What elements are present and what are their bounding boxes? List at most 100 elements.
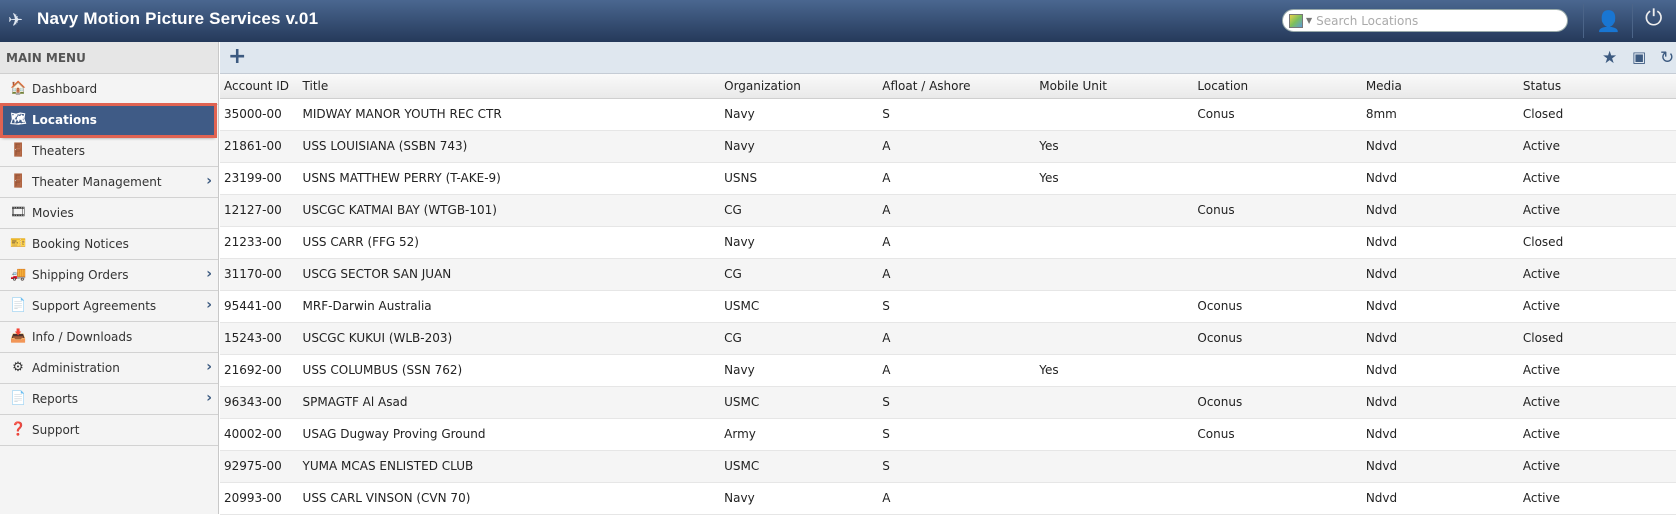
- table-row[interactable]: 21233-00 USS CARR (FFG 52) Navy A Ndvd Closed: [220, 226, 1676, 259]
- chevron-right-icon[interactable]: ›: [206, 359, 212, 375]
- table-cell: A: [878, 194, 1036, 227]
- table-cell: 40002-00: [220, 418, 299, 451]
- table-cell: 12127-00: [220, 194, 299, 227]
- table-row[interactable]: 40002-00 USAG Dugway Proving Ground Army S C…: [220, 418, 1676, 451]
- table-cell: Conus: [1193, 418, 1362, 451]
- search-box: ▼: [1282, 9, 1568, 32]
- column-header[interactable]: Organization: [720, 74, 879, 99]
- refresh-icon[interactable]: ↻: [1660, 48, 1675, 68]
- map-icon[interactable]: [1289, 13, 1303, 28]
- table-cell: USAG Dugway Proving Ground: [298, 418, 721, 451]
- table-cell: Active: [1518, 130, 1676, 163]
- column-header[interactable]: Afloat / Ashore: [878, 74, 1036, 99]
- table-cell: Active: [1518, 482, 1676, 515]
- download-document-icon: 📥: [10, 329, 27, 344]
- table-row[interactable]: 21861-00 USS LOUISIANA (SSBN 743) Navy A Yes…: [220, 130, 1676, 163]
- table-row[interactable]: 35000-00 MIDWAY MANOR YOUTH REC CTR Navy S C…: [220, 98, 1676, 131]
- add-icon[interactable]: +: [228, 44, 247, 69]
- table-cell: Ndvd: [1361, 162, 1519, 195]
- column-header[interactable]: Location: [1193, 74, 1362, 99]
- gear-icon: ⚙: [12, 360, 24, 375]
- table-row[interactable]: 20993-00 USS CARL VINSON (CVN 70) Navy A Ndv…: [220, 482, 1676, 515]
- sidebar-item-locations[interactable]: 🗺 Locations: [0, 103, 217, 138]
- table-cell: Yes: [1035, 354, 1194, 387]
- locations-table: Account ID Title Organization Afloat / Asho…: [220, 74, 1676, 515]
- sidebar-item-movies[interactable]: 🎞 Movies: [0, 198, 218, 229]
- sidebar-item-dashboard[interactable]: 🏠 Dashboard: [0, 74, 218, 105]
- user-icon[interactable]: 👤: [1596, 9, 1621, 33]
- table-cell: A: [878, 322, 1036, 355]
- sidebar-item-label: Reports: [32, 392, 79, 406]
- divider: [1632, 4, 1633, 38]
- power-icon[interactable]: ⏻: [1645, 6, 1663, 31]
- sidebar-item-shipping-orders[interactable]: 🚚 Shipping Orders ›: [0, 260, 218, 291]
- table-cell: Active: [1518, 386, 1676, 419]
- sidebar-item-administration[interactable]: ⚙ Administration ›: [0, 353, 218, 384]
- table-cell: Yes: [1035, 130, 1194, 163]
- table-cell: 21861-00: [220, 130, 299, 163]
- table-cell: Closed: [1518, 322, 1676, 355]
- table-row[interactable]: 92975-00 YUMA MCAS ENLISTED CLUB USMC S Ndvd…: [220, 450, 1676, 483]
- sidebar-item-support-agreements[interactable]: 📄 Support Agreements ›: [0, 291, 218, 322]
- table-cell: Conus: [1193, 194, 1362, 227]
- table-cell: Navy: [720, 98, 879, 131]
- table-cell: A: [878, 258, 1036, 291]
- sidebar-item-theaters[interactable]: 🚪 Theaters: [0, 136, 218, 167]
- table-row[interactable]: 31170-00 USCG SECTOR SAN JUAN CG A Ndvd Activ…: [220, 258, 1676, 291]
- table-cell: [1193, 258, 1362, 291]
- chevron-right-icon[interactable]: ›: [206, 390, 212, 406]
- star-icon[interactable]: ★: [1602, 48, 1618, 68]
- column-header[interactable]: Account ID: [220, 74, 299, 99]
- table-cell: USMC: [720, 386, 879, 419]
- door-icon: 🚪: [10, 143, 27, 158]
- table-cell: CG: [720, 194, 879, 227]
- chevron-right-icon[interactable]: ›: [206, 297, 212, 313]
- chevron-right-icon[interactable]: ›: [206, 266, 212, 282]
- sidebar-item-theater-management[interactable]: 🚪 Theater Management ›: [0, 167, 218, 198]
- table-cell: USCG SECTOR SAN JUAN: [298, 258, 721, 291]
- table-cell: Closed: [1518, 98, 1676, 131]
- table-cell: S: [878, 290, 1036, 323]
- table-cell: USS COLUMBUS (SSN 762): [298, 354, 721, 387]
- table-cell: Oconus: [1193, 386, 1362, 419]
- table-cell: 95441-00: [220, 290, 299, 323]
- document-icon: 📄: [10, 298, 27, 313]
- table-cell: SPMAGTF Al Asad: [298, 386, 721, 419]
- divider: [1583, 4, 1584, 38]
- search-input[interactable]: [1316, 13, 1547, 28]
- table-row[interactable]: 21692-00 USS COLUMBUS (SSN 762) Navy A Yes Nd…: [220, 354, 1676, 387]
- table-row[interactable]: 15243-00 USCGC KUKUI (WLB-203) CG A Oconus Nd…: [220, 322, 1676, 355]
- table-row[interactable]: 96343-00 SPMAGTF Al Asad USMC S Oconus Ndvd Ac…: [220, 386, 1676, 419]
- table-cell: Oconus: [1193, 322, 1362, 355]
- table-cell: 92975-00: [220, 450, 299, 483]
- table-row[interactable]: 95441-00 MRF-Darwin Australia USMC S Oconus N…: [220, 290, 1676, 323]
- table-cell: [1193, 482, 1362, 515]
- caret-down-icon[interactable]: ▼: [1306, 16, 1313, 25]
- column-header[interactable]: Mobile Unit: [1035, 74, 1194, 99]
- column-header[interactable]: Status: [1518, 74, 1676, 99]
- table-cell: Oconus: [1193, 290, 1362, 323]
- table-row[interactable]: 12127-00 USCGC KATMAI BAY (WTGB-101) CG A Co…: [220, 194, 1676, 227]
- table-cell: USMC: [720, 450, 879, 483]
- save-icon[interactable]: ▣: [1632, 48, 1647, 66]
- table-cell: Active: [1518, 258, 1676, 291]
- table-cell: 21692-00: [220, 354, 299, 387]
- sidebar-item-reports[interactable]: 📄 Reports ›: [0, 384, 218, 415]
- sidebar-item-booking-notices[interactable]: 🎫 Booking Notices: [0, 229, 218, 260]
- table-cell: [1193, 450, 1362, 483]
- table-cell: [1035, 194, 1194, 227]
- sidebar-item-support[interactable]: ❓ Support: [0, 415, 218, 446]
- column-header[interactable]: Title: [298, 74, 721, 99]
- sidebar-item-label: Movies: [32, 206, 74, 220]
- table-cell: Ndvd: [1361, 130, 1519, 163]
- chevron-right-icon[interactable]: ›: [206, 173, 212, 189]
- table-cell: MIDWAY MANOR YOUTH REC CTR: [298, 98, 721, 131]
- house-icon: 🏠: [10, 81, 27, 96]
- table-row[interactable]: 23199-00 USNS MATTHEW PERRY (T-AKE-9) USNS…: [220, 162, 1676, 195]
- sidebar-item-label: Dashboard: [32, 82, 98, 96]
- table-cell: 23199-00: [220, 162, 299, 195]
- table-cell: Ndvd: [1361, 354, 1519, 387]
- sidebar-item-info-downloads[interactable]: 📥 Info / Downloads: [0, 322, 218, 353]
- table-cell: [1035, 258, 1194, 291]
- column-header[interactable]: Media: [1361, 74, 1519, 99]
